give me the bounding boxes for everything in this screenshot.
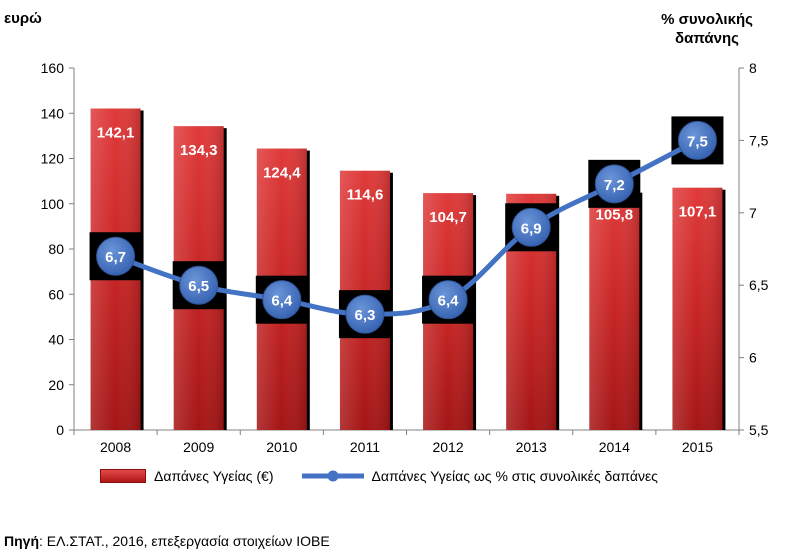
- line-point: [594, 164, 634, 204]
- source-label: Πηγή: [4, 533, 39, 549]
- x-tick-label: 2008: [100, 439, 131, 455]
- x-tick-label: 2014: [599, 439, 630, 455]
- x-tick-label: 2010: [266, 439, 297, 455]
- bar-value-label: 142,1: [97, 124, 135, 141]
- x-tick-label: 2013: [516, 439, 547, 455]
- legend-line-label: Δαπάνες Υγείας ως % στις συνολικές δαπάν…: [371, 468, 658, 484]
- line-points: 6,7 6,5 6,4 6,3 6,4 6,9 7,2 7,5: [96, 120, 717, 334]
- x-tick-label: 2011: [350, 439, 380, 455]
- right-tick-label: 7,5: [749, 132, 769, 148]
- left-tick-label: 140: [41, 105, 65, 121]
- bar-value-label: 107,1: [679, 204, 717, 221]
- bar-shade: [672, 187, 723, 430]
- x-tick-label: 2012: [432, 439, 463, 455]
- left-tick-label: 40: [48, 332, 64, 348]
- source-text: : ΕΛ.ΣΤΑΤ., 2016, επεξεργασία στοιχείων …: [39, 533, 330, 549]
- right-tick-label: 7: [749, 205, 757, 221]
- bar-value-label: 104,7: [429, 209, 467, 226]
- line-value-label: 6,9: [521, 220, 542, 237]
- line-point: [677, 120, 717, 160]
- right-axis-unit-line1: % συνολικής: [661, 11, 753, 28]
- right-tick-label: 6,5: [749, 277, 769, 293]
- left-tick-label: 120: [41, 151, 65, 167]
- left-axis-unit: ευρώ: [4, 10, 42, 27]
- line-point: [345, 294, 385, 334]
- left-tick-label: 20: [48, 377, 64, 393]
- bar-value-label: 105,8: [596, 207, 634, 224]
- right-axis-unit: % συνολικής δαπάνης: [647, 10, 767, 48]
- line-value-label: 7,2: [604, 177, 625, 194]
- legend-item-line: Δαπάνες Υγείας ως % στις συνολικές δαπάν…: [300, 468, 658, 484]
- line-value-label: 7,5: [687, 133, 708, 150]
- right-axis-unit-line2: δαπάνης: [675, 30, 739, 47]
- legend: Δαπάνες Υγείας (€) Δαπάνες Υγείας ως % σ…: [100, 468, 684, 484]
- bar-shade: [589, 190, 640, 430]
- line-value-label: 6,5: [188, 278, 209, 295]
- line-value-label: 6,7: [105, 249, 126, 266]
- line-value-label: 6,4: [438, 293, 460, 310]
- legend-line-swatch: [301, 470, 364, 482]
- line-point: [179, 265, 219, 305]
- line-point: [511, 207, 551, 247]
- right-tick-label: 6: [749, 350, 757, 366]
- axes: 0 20 40 60 80 100 120 140 160 5,5 6 6,5 7 7,5 8 2008 200…: [41, 60, 769, 455]
- left-tick-label: 0: [56, 422, 64, 438]
- line-point: [428, 280, 468, 320]
- x-tick-label: 2015: [682, 439, 713, 455]
- legend-item-bars: Δαπάνες Υγείας (€): [100, 468, 274, 484]
- x-tick-label: 2009: [183, 439, 214, 455]
- line-value-label: 6,3: [355, 307, 376, 324]
- line-point: [96, 236, 136, 276]
- left-tick-label: 80: [48, 241, 64, 257]
- bar-value-label: 134,3: [180, 142, 218, 159]
- right-tick-label: 8: [749, 60, 757, 76]
- legend-bar-swatch: [100, 469, 146, 483]
- line-value-label: 6,4: [271, 293, 293, 310]
- legend-bar-label: Δαπάνες Υγείας (€): [154, 468, 274, 484]
- left-tick-label: 60: [48, 286, 64, 302]
- left-tick-label: 100: [41, 196, 65, 212]
- right-tick-label: 5,5: [749, 422, 769, 438]
- line-point: [262, 280, 302, 320]
- bar-value-label: 124,4: [263, 165, 301, 182]
- source-note: Πηγή: ΕΛ.ΣΤΑΤ., 2016, επεξεργασία στοιχε…: [4, 533, 330, 549]
- bar-value-label: 114,6: [347, 187, 384, 204]
- left-tick-label: 160: [41, 60, 65, 76]
